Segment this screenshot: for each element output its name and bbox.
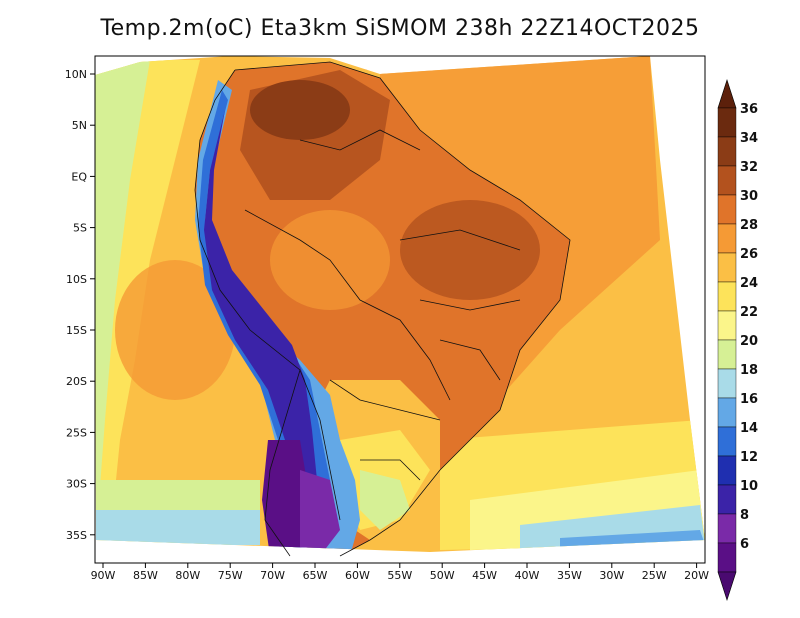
colorbar-label: 12: [740, 450, 758, 465]
lat-tick-label: 10S: [66, 273, 87, 286]
lat-tick-label: 15S: [66, 324, 87, 337]
colorbar-label: 28: [740, 218, 758, 233]
south-pacific-band-2: [96, 510, 260, 545]
colorbar-swatch: [717, 513, 737, 544]
colorbar-swatch: [717, 223, 737, 254]
lat-tick-label: 5N: [72, 119, 87, 132]
colorbar-swatch: [717, 165, 737, 196]
pacific-coastline: [194, 69, 301, 557]
lon-tick-label: 90W: [91, 569, 116, 582]
lon-tick-label: 60W: [345, 569, 370, 582]
colorbar-swatch: [717, 484, 737, 515]
colorbar-swatch: [717, 194, 737, 225]
colorbar-label: 6: [740, 537, 749, 552]
colorbar-swatch: [717, 542, 737, 573]
colorbar-label: 18: [740, 363, 758, 378]
lon-tick-label: 55W: [387, 569, 412, 582]
colorbar-swatch: [717, 107, 737, 138]
lon-tick-label: 20W: [684, 569, 709, 582]
colorbar-swatch: [717, 310, 737, 341]
brazil-west-border: [244, 209, 451, 401]
lat-tick-label: 30S: [66, 478, 87, 491]
chart-title: Temp.2m(oC) Eta3km SiSMOM 238h 22Z14OCT2…: [100, 16, 700, 41]
state-border-3: [439, 339, 501, 381]
colorbar-label: 24: [740, 276, 758, 291]
colorbar-label: 16: [740, 392, 758, 407]
border-north: [299, 129, 421, 151]
argentina-chile-border: [299, 369, 341, 521]
colorbar: 36 34 32 30 28 26 24 22 20 18 16 14 12 10 8 6: [717, 79, 758, 601]
lat-tick-label: EQ: [71, 170, 87, 183]
colorbar-label: 10: [740, 479, 758, 494]
colorbar-label: 32: [740, 160, 758, 175]
lat-tick-label: 10N: [65, 68, 87, 81]
patagonia-cold: [300, 470, 340, 552]
latitude-axis: 10N 5N EQ 5S 10S 15S 20S 25S 30S 35S: [65, 68, 95, 542]
lon-tick-label: 65W: [303, 569, 328, 582]
colorbar-label: 26: [740, 247, 758, 262]
colorbar-label: 20: [740, 334, 758, 349]
lon-tick-label: 40W: [515, 569, 540, 582]
venezuela-hot-spot: [250, 80, 350, 140]
colorbar-label: 14: [740, 421, 758, 436]
lon-tick-label: 35W: [557, 569, 582, 582]
lon-tick-label: 50W: [430, 569, 455, 582]
lat-tick-label: 5S: [73, 222, 87, 235]
lat-tick-label: 25S: [66, 426, 87, 439]
lon-tick-label: 85W: [133, 569, 158, 582]
pacific-cool-band: [95, 60, 150, 540]
colorbar-label: 8: [740, 508, 749, 523]
colorbar-swatch: [717, 368, 737, 399]
colorbar-swatch: [717, 136, 737, 167]
lon-tick-label: 25W: [642, 569, 667, 582]
paraguay-border: [329, 379, 441, 421]
country-borders: [194, 61, 571, 557]
lat-tick-label: 20S: [66, 375, 87, 388]
colorbar-swatch: [717, 455, 737, 486]
state-border-1: [399, 229, 521, 251]
uruguay-border: [360, 459, 421, 481]
lat-tick-label: 35S: [66, 529, 87, 542]
lon-tick-label: 75W: [218, 569, 243, 582]
colorbar-swatch: [717, 339, 737, 370]
ne-brazil-hot-spot: [400, 200, 540, 300]
colorbar-swatch: [717, 426, 737, 457]
state-border-2: [419, 299, 521, 311]
patagonian-andes-coldest: [262, 440, 310, 552]
lon-tick-label: 30W: [599, 569, 624, 582]
lon-tick-label: 80W: [175, 569, 200, 582]
colorbar-swatch: [717, 397, 737, 428]
colorbar-top-extension: [717, 79, 737, 109]
colorbar-swatch: [717, 281, 737, 312]
lon-tick-label: 70W: [260, 569, 285, 582]
colorbar-label: 36: [740, 102, 758, 117]
colorbar-label: 30: [740, 189, 758, 204]
temperature-field: [95, 56, 705, 552]
atlantic-coastline: [234, 61, 571, 557]
uruguay-area: [360, 470, 410, 530]
colorbar-bottom-extension: [717, 571, 737, 601]
longitude-axis: 90W 85W 80W 75W 70W 65W 60W 55W 50W 45W 40W 35W 30W 2…: [91, 563, 709, 582]
colorbar-label: 34: [740, 131, 758, 146]
colorbar-label: 22: [740, 305, 758, 320]
pacific-warm-patch: [115, 260, 235, 400]
lon-tick-label: 45W: [472, 569, 497, 582]
colorbar-swatch: [717, 252, 737, 283]
